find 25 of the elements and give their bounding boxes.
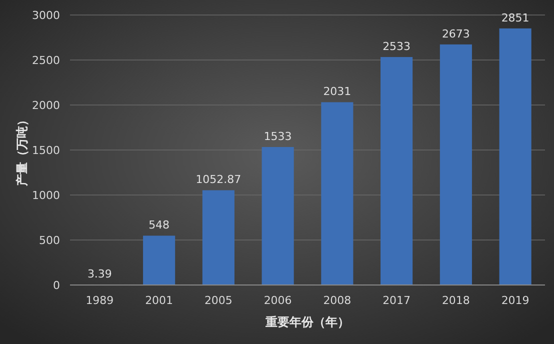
x-tick-label: 1989 — [86, 294, 114, 307]
x-tick-label: 2017 — [382, 294, 411, 307]
y-tick-label: 2000 — [32, 99, 60, 112]
data-label: 2851 — [501, 11, 530, 24]
x-tick-label: 2008 — [323, 294, 352, 307]
y-tick-label: 1000 — [32, 189, 60, 202]
y-tick-label: 3000 — [32, 9, 60, 22]
x-tick-label: 2019 — [501, 294, 530, 307]
data-label: 1533 — [264, 130, 292, 144]
y-tick-label: 0 — [53, 279, 60, 292]
y-tick-label: 500 — [39, 234, 60, 247]
x-tick-label: 2018 — [442, 294, 470, 307]
data-label: 2673 — [442, 27, 470, 40]
x-tick-label: 2006 — [264, 294, 292, 307]
x-tick-label: 2005 — [204, 294, 232, 307]
data-label: 2533 — [382, 40, 411, 54]
x-tick-label: 2001 — [145, 294, 174, 307]
data-label: 1052.87 — [196, 173, 242, 186]
data-label: 548 — [148, 218, 170, 232]
data-label: 2031 — [323, 85, 352, 98]
y-tick-label: 1500 — [32, 144, 60, 157]
y-axis-title: 产量（万吨） — [15, 114, 29, 187]
x-axis-title: 重要年份（年） — [264, 315, 350, 329]
data-label: 3.39 — [87, 268, 112, 281]
y-tick-label: 2500 — [32, 54, 60, 67]
